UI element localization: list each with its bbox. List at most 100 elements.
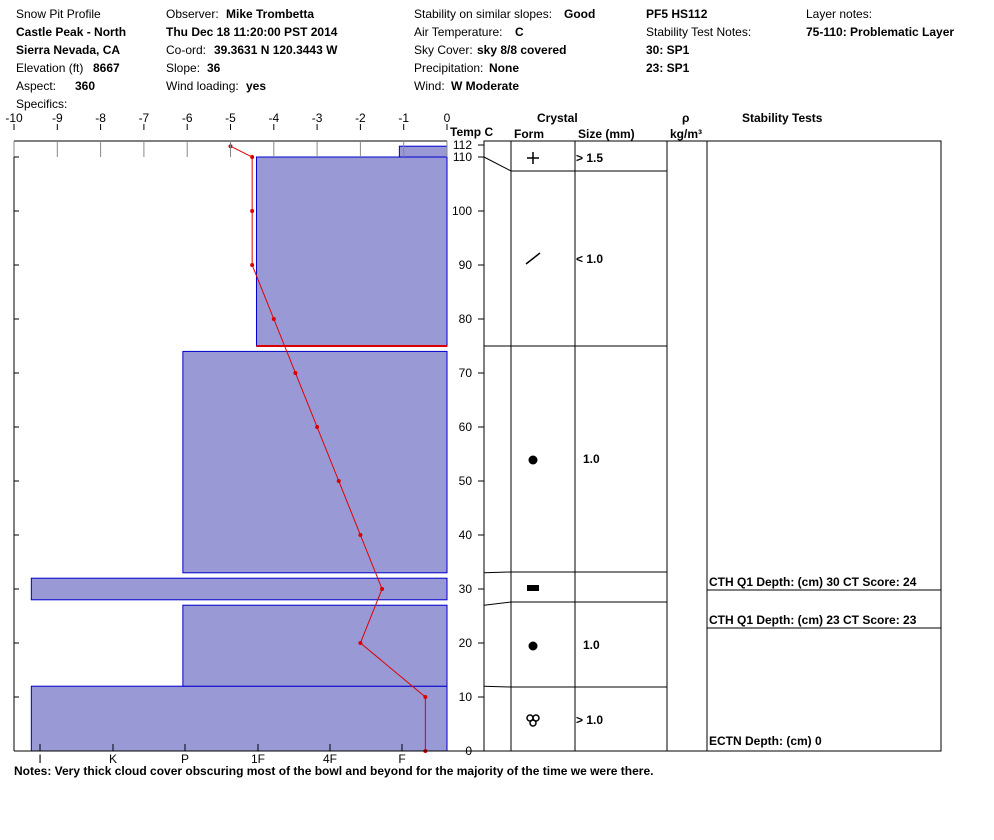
depth-tick-label-1: 10 <box>459 690 473 704</box>
crystal-boundary-4 <box>483 685 667 688</box>
stability-test-label-1: CTH Q1 Depth: (cm) 23 CT Score: 23 <box>709 613 917 627</box>
air-temp-label: Air Temperature: <box>414 25 503 39</box>
hardness-layer-2 <box>30 577 448 601</box>
chart-axes: -10 -9 -8 -7 -6 -5 -4 -3 -2 -1 0I K P 1F 4F F0102030405… <box>5 111 484 766</box>
temp-tick-label-4: -6 <box>182 111 193 125</box>
dot-icon-circle <box>528 455 538 465</box>
hardness-layer-0 <box>30 685 448 752</box>
observer-value: Mike Trombetta <box>226 7 315 21</box>
crystal-size-0: > 1.5 <box>576 151 603 165</box>
wind-loading-value: yes <box>246 79 267 93</box>
depth-tick-label-7: 70 <box>459 366 473 380</box>
stability-test-label-0: CTH Q1 Depth: (cm) 30 CT Score: 24 <box>709 575 917 589</box>
specifics-label: Specifics: <box>16 97 68 111</box>
temperature-point-4 <box>358 533 363 537</box>
depth-tick-label-12: 112 <box>453 138 472 152</box>
hardness-tick-label-3: 1F <box>251 752 265 766</box>
slash-icon-line <box>525 252 541 265</box>
crystal-size-2: 1.0 <box>583 452 600 466</box>
stability-test-label-2: ECTN Depth: (cm) 0 <box>709 734 822 748</box>
temp-tick-label-9: -1 <box>398 111 409 125</box>
temperature-point-5 <box>336 479 341 483</box>
precip-value: None <box>489 61 519 75</box>
stability-test-notes-label: Stability Test Notes: <box>646 25 752 39</box>
stability-note-1: 30: SP1 <box>646 43 690 57</box>
crystal-size-1: < 1.0 <box>576 252 603 266</box>
hardness-tick-label-0: I <box>38 752 41 766</box>
form-header: Form <box>514 127 544 141</box>
location: Castle Peak - North <box>16 25 127 39</box>
temperature-point-2 <box>358 641 363 645</box>
temperature-point-1 <box>423 695 428 699</box>
crystal-table: > 1.5 < 1.0 1.0 1.0 > 1.0 <box>483 140 942 752</box>
bar-icon <box>527 585 539 591</box>
air-temp-value: C <box>515 25 524 39</box>
hardness-layer-3 <box>182 350 448 574</box>
stability-value: Good <box>564 7 596 21</box>
depth-tick-label-6: 60 <box>459 420 473 434</box>
hardness-layer-1 <box>182 604 448 687</box>
temperature-point-3 <box>380 587 385 591</box>
depth-tick-label-0: 0 <box>465 744 472 758</box>
temp-tick-label-6: -4 <box>268 111 279 125</box>
wind-label: Wind: <box>414 79 445 93</box>
slash-icon <box>525 252 541 265</box>
temperature-point-11 <box>250 155 255 159</box>
coord-label: Co-ord: <box>166 43 207 57</box>
slope-value: 36 <box>207 61 221 75</box>
temp-tick-label-1: -9 <box>52 111 63 125</box>
temperature-point-8 <box>271 317 276 321</box>
depth-tick-label-10: 100 <box>452 204 472 218</box>
temp-tick-label-8: -2 <box>355 111 366 125</box>
depth-tick-label-5: 50 <box>459 474 473 488</box>
temp-tick-label-7: -3 <box>312 111 323 125</box>
temp-tick-label-5: -5 <box>225 111 236 125</box>
temp-tick-label-0: -10 <box>5 111 23 125</box>
depth-tick-label-2: 20 <box>459 636 473 650</box>
density-unit: kg/m³ <box>670 127 702 141</box>
stability-label: Stability on similar slopes: <box>414 7 553 21</box>
profile-title: Snow Pit Profile <box>16 7 101 21</box>
size-header: Size (mm) <box>578 127 635 141</box>
depth-tick-label-8: 80 <box>459 312 473 326</box>
temperature-point-7 <box>293 371 298 375</box>
datetime: Thu Dec 18 11:20:00 PST 2014 <box>166 25 338 39</box>
crystal-boundary-2 <box>483 571 667 574</box>
table-frame <box>483 140 942 752</box>
temperature-point-10 <box>250 209 255 213</box>
coord-value: 39.3631 N 120.3443 W <box>214 43 338 57</box>
temp-tick-label-2: -8 <box>95 111 106 125</box>
layer-note: 75-110: Problematic Layer <box>806 25 955 39</box>
notes: Notes: Very thick cloud cover obscuring … <box>14 764 653 778</box>
precip-label: Precipitation: <box>414 61 484 75</box>
depth-tick-label-3: 30 <box>459 582 473 596</box>
temperature-point-6 <box>315 425 320 429</box>
temp-tick-label-10: 0 <box>444 111 451 125</box>
hardness-layer-5 <box>398 145 448 158</box>
dot-icon <box>528 455 538 465</box>
crystal-size-4: 1.0 <box>583 638 600 652</box>
elevation-value: 8667 <box>93 61 120 75</box>
observer-label: Observer: <box>166 7 219 21</box>
hardness-layers <box>30 145 448 752</box>
elevation-label: Elevation (ft) <box>16 61 84 75</box>
pf-value: PF5 HS112 <box>646 7 708 21</box>
hardness-tick-label-4: 4F <box>323 752 337 766</box>
wind-value: W Moderate <box>451 79 520 93</box>
crystal-header: Crystal <box>537 111 578 125</box>
crystal-boundary-3 <box>483 601 667 606</box>
region: Sierra Nevada, CA <box>16 43 121 57</box>
depth-tick-label-11: 110 <box>453 150 472 164</box>
hardness-layer-4 <box>255 156 448 347</box>
layer-notes-label: Layer notes: <box>806 7 873 21</box>
depth-tick-label-4: 40 <box>459 528 473 542</box>
stability-note-2: 23: SP1 <box>646 61 690 75</box>
hardness-tick-label-5: F <box>398 752 405 766</box>
temp-axis-label: Temp C <box>450 125 493 139</box>
wind-loading-label: Wind loading: <box>166 79 239 93</box>
crystal-boundary-0 <box>483 156 667 172</box>
crystal-size-5: > 1.0 <box>576 713 603 727</box>
trefoil-icon-lobe-3 <box>529 719 537 727</box>
density-header: ρ <box>682 111 689 125</box>
